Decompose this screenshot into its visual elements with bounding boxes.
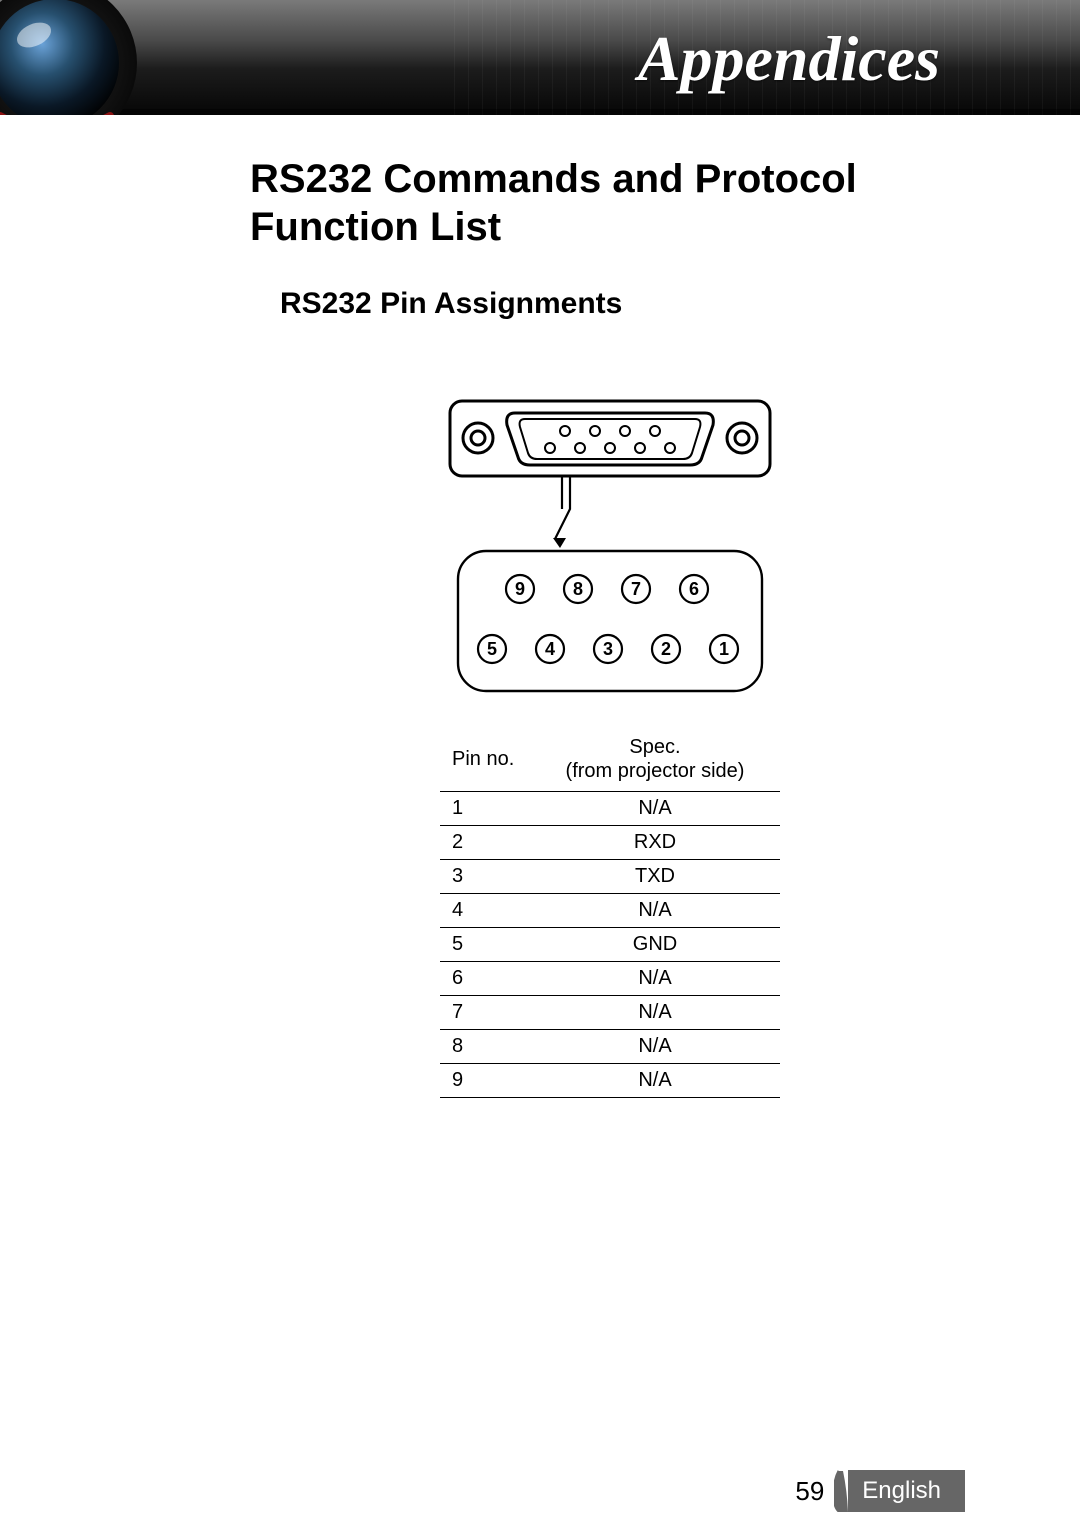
cell-pin-no: 9 — [440, 1064, 530, 1098]
connector-diagram: 9 8 7 6 5 4 3 2 1 — [440, 391, 780, 711]
cell-spec: RXD — [530, 826, 780, 860]
cell-pin-no: 8 — [440, 1030, 530, 1064]
svg-text:8: 8 — [573, 579, 583, 599]
table-row: 4N/A — [440, 894, 780, 928]
header-banner: Appendices — [0, 0, 1080, 115]
svg-text:9: 9 — [515, 579, 525, 599]
cell-pin-no: 5 — [440, 928, 530, 962]
header-title: Appendices — [638, 22, 940, 96]
cell-spec: GND — [530, 928, 780, 962]
page-number: 59 — [795, 1476, 824, 1507]
table-row: 9N/A — [440, 1064, 780, 1098]
cell-spec: N/A — [530, 792, 780, 826]
page-title: RS232 Commands and Protocol Function Lis… — [250, 155, 950, 251]
lens-icon — [0, 0, 140, 115]
col-spec: Spec.(from projector side) — [530, 729, 780, 792]
cell-spec: N/A — [530, 1030, 780, 1064]
table-row: 1N/A — [440, 792, 780, 826]
table-row: 6N/A — [440, 962, 780, 996]
table-row: 3TXD — [440, 860, 780, 894]
cell-spec: TXD — [530, 860, 780, 894]
section-title: RS232 Pin Assignments — [280, 287, 950, 321]
cell-spec: N/A — [530, 962, 780, 996]
cell-pin-no: 6 — [440, 962, 530, 996]
cell-pin-no: 4 — [440, 894, 530, 928]
header-shadow — [0, 109, 1080, 115]
cell-pin-no: 2 — [440, 826, 530, 860]
cell-spec: N/A — [530, 996, 780, 1030]
language-label: English — [848, 1470, 965, 1512]
svg-text:2: 2 — [661, 639, 671, 659]
cell-pin-no: 1 — [440, 792, 530, 826]
table-row: 2RXD — [440, 826, 780, 860]
pin-assignment-table: Pin no.Spec.(from projector side) 1N/A2R… — [440, 729, 780, 1098]
svg-text:6: 6 — [689, 579, 699, 599]
cell-pin-no: 3 — [440, 860, 530, 894]
svg-text:7: 7 — [631, 579, 641, 599]
cell-spec: N/A — [530, 1064, 780, 1098]
page-footer: 59 English — [795, 1470, 965, 1512]
table-row: 8N/A — [440, 1030, 780, 1064]
language-indicator: English — [834, 1470, 965, 1512]
svg-text:4: 4 — [545, 639, 555, 659]
page-content: RS232 Commands and Protocol Function Lis… — [0, 115, 1080, 1098]
language-curve-icon — [834, 1470, 848, 1512]
cell-spec: N/A — [530, 894, 780, 928]
svg-text:5: 5 — [487, 639, 497, 659]
col-pin-no: Pin no. — [440, 729, 530, 792]
table-row: 5GND — [440, 928, 780, 962]
table-row: 7N/A — [440, 996, 780, 1030]
svg-text:3: 3 — [603, 639, 613, 659]
svg-text:1: 1 — [719, 639, 729, 659]
cell-pin-no: 7 — [440, 996, 530, 1030]
